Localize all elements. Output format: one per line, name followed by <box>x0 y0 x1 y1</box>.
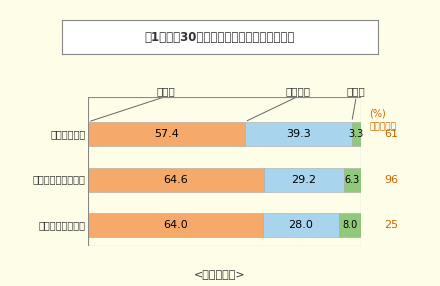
Text: 25: 25 <box>385 221 399 230</box>
Text: 64.6: 64.6 <box>164 175 188 184</box>
Text: 39.3: 39.3 <box>286 129 311 139</box>
Text: 性犯罪による被害: 性犯罪による被害 <box>39 221 86 230</box>
Bar <box>245 122 352 146</box>
Text: あった: あった <box>157 86 176 96</box>
Text: 64.0: 64.0 <box>163 221 188 230</box>
Bar <box>88 122 245 146</box>
Text: 28.0: 28.0 <box>288 221 313 230</box>
Text: 6.3: 6.3 <box>345 175 360 184</box>
Text: 96: 96 <box>385 175 399 184</box>
Bar <box>88 213 263 237</box>
Bar <box>264 168 344 192</box>
Text: 61: 61 <box>385 129 399 139</box>
Text: 殺人・傷害等: 殺人・傷害等 <box>51 129 86 139</box>
Text: サンプル数: サンプル数 <box>370 122 396 132</box>
Text: 無回答: 無回答 <box>347 86 366 96</box>
Bar <box>339 213 361 237</box>
Bar <box>344 168 361 192</box>
Text: 問1　過去30日の間の、健康上の問題の有無: 問1 過去30日の間の、健康上の問題の有無 <box>145 31 295 44</box>
Bar <box>263 213 339 237</box>
Bar <box>352 122 361 146</box>
Text: 8.0: 8.0 <box>342 221 358 230</box>
Text: 57.4: 57.4 <box>154 129 179 139</box>
Text: 交通事故による被害: 交通事故による被害 <box>33 175 86 184</box>
Text: なかった: なかった <box>286 86 311 96</box>
Text: <パネル調査>: <パネル調査> <box>194 270 246 280</box>
Text: 3.3: 3.3 <box>348 129 364 139</box>
Text: 29.2: 29.2 <box>292 175 316 184</box>
Bar <box>88 168 264 192</box>
Text: (%): (%) <box>370 108 386 118</box>
